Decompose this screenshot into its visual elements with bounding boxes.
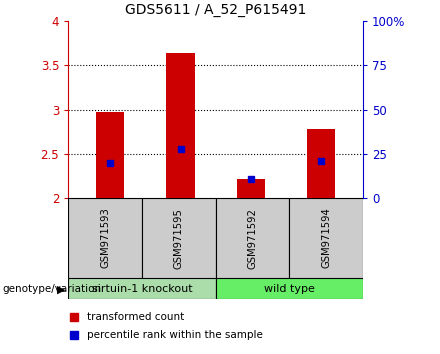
Bar [68,198,142,278]
Bar [96,113,125,198]
Text: wild type: wild type [264,284,315,293]
Text: genotype/variation: genotype/variation [2,284,101,294]
Title: GDS5611 / A_52_P615491: GDS5611 / A_52_P615491 [125,4,306,17]
Text: transformed count: transformed count [88,312,185,322]
Bar [307,129,335,198]
Bar [216,278,363,299]
Bar [166,53,194,198]
Text: GSM971595: GSM971595 [174,208,184,268]
Text: percentile rank within the sample: percentile rank within the sample [88,330,263,339]
Text: ▶: ▶ [57,284,65,294]
Bar [237,179,265,198]
Text: GSM971593: GSM971593 [100,208,110,268]
Text: GSM971594: GSM971594 [321,208,331,268]
Bar [68,278,216,299]
Bar [290,198,363,278]
Bar [216,198,290,278]
Text: GSM971592: GSM971592 [247,208,257,268]
Text: sirtuin-1 knockout: sirtuin-1 knockout [92,284,192,293]
Bar [142,198,216,278]
